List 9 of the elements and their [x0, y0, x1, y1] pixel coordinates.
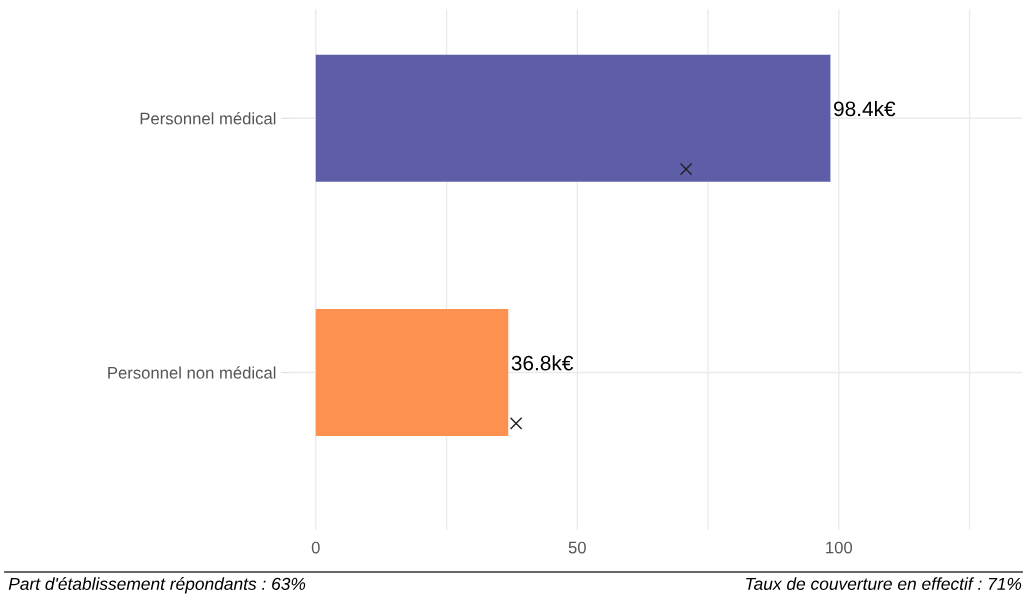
- text: Taux de couverture en effectif : 71%: [746, 577, 1022, 591]
- x-tick-label: 50: [568, 541, 586, 554]
- text: Part d'établissement répondants : 63%: [8, 577, 306, 594]
- x-tick-label: 0: [311, 541, 320, 554]
- data-label: 36.8k€: [511, 355, 574, 371]
- x-tick-label: 100: [826, 541, 853, 554]
- y-tick-label: Personnel médical: [140, 112, 276, 125]
- data-label: 98.4k€: [834, 100, 896, 117]
- y-tick-label: Personnel non médical: [108, 366, 276, 379]
